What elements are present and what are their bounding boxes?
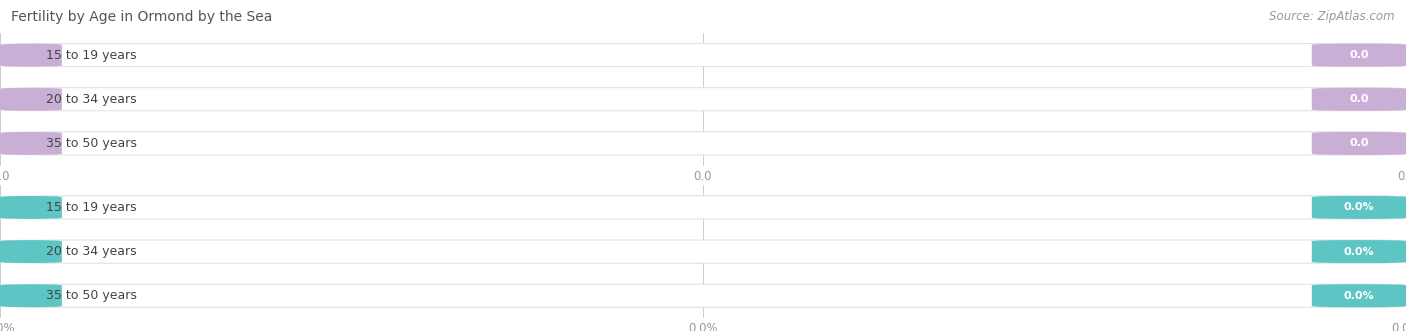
Text: 35 to 50 years: 35 to 50 years (46, 137, 138, 150)
Text: 20 to 34 years: 20 to 34 years (46, 93, 136, 106)
FancyBboxPatch shape (0, 240, 62, 263)
FancyBboxPatch shape (0, 240, 1406, 263)
FancyBboxPatch shape (25, 196, 1406, 219)
FancyBboxPatch shape (25, 88, 1406, 111)
FancyBboxPatch shape (0, 132, 1406, 155)
FancyBboxPatch shape (0, 284, 1406, 307)
FancyBboxPatch shape (0, 284, 62, 307)
FancyBboxPatch shape (0, 44, 1406, 67)
FancyBboxPatch shape (1312, 44, 1406, 67)
Text: 15 to 19 years: 15 to 19 years (46, 201, 136, 214)
FancyBboxPatch shape (0, 132, 62, 155)
Text: 35 to 50 years: 35 to 50 years (46, 289, 138, 302)
FancyBboxPatch shape (1312, 132, 1406, 155)
Text: 0.0: 0.0 (1350, 94, 1368, 104)
FancyBboxPatch shape (25, 240, 1406, 263)
FancyBboxPatch shape (1312, 240, 1406, 263)
Text: Source: ZipAtlas.com: Source: ZipAtlas.com (1270, 10, 1395, 23)
Text: 20 to 34 years: 20 to 34 years (46, 245, 136, 258)
FancyBboxPatch shape (0, 196, 1406, 219)
FancyBboxPatch shape (0, 196, 62, 219)
Text: 0.0: 0.0 (1350, 50, 1368, 60)
Text: Fertility by Age in Ormond by the Sea: Fertility by Age in Ormond by the Sea (11, 10, 273, 24)
FancyBboxPatch shape (1312, 88, 1406, 111)
Text: 0.0%: 0.0% (1344, 291, 1374, 301)
FancyBboxPatch shape (25, 284, 1406, 307)
FancyBboxPatch shape (25, 44, 1406, 67)
FancyBboxPatch shape (0, 88, 62, 111)
FancyBboxPatch shape (0, 44, 62, 67)
Text: 0.0: 0.0 (1350, 138, 1368, 148)
FancyBboxPatch shape (25, 132, 1406, 155)
FancyBboxPatch shape (1312, 284, 1406, 307)
Text: 0.0%: 0.0% (1344, 203, 1374, 213)
Text: 15 to 19 years: 15 to 19 years (46, 49, 136, 62)
FancyBboxPatch shape (1312, 196, 1406, 219)
Text: 0.0%: 0.0% (1344, 247, 1374, 257)
FancyBboxPatch shape (0, 88, 1406, 111)
